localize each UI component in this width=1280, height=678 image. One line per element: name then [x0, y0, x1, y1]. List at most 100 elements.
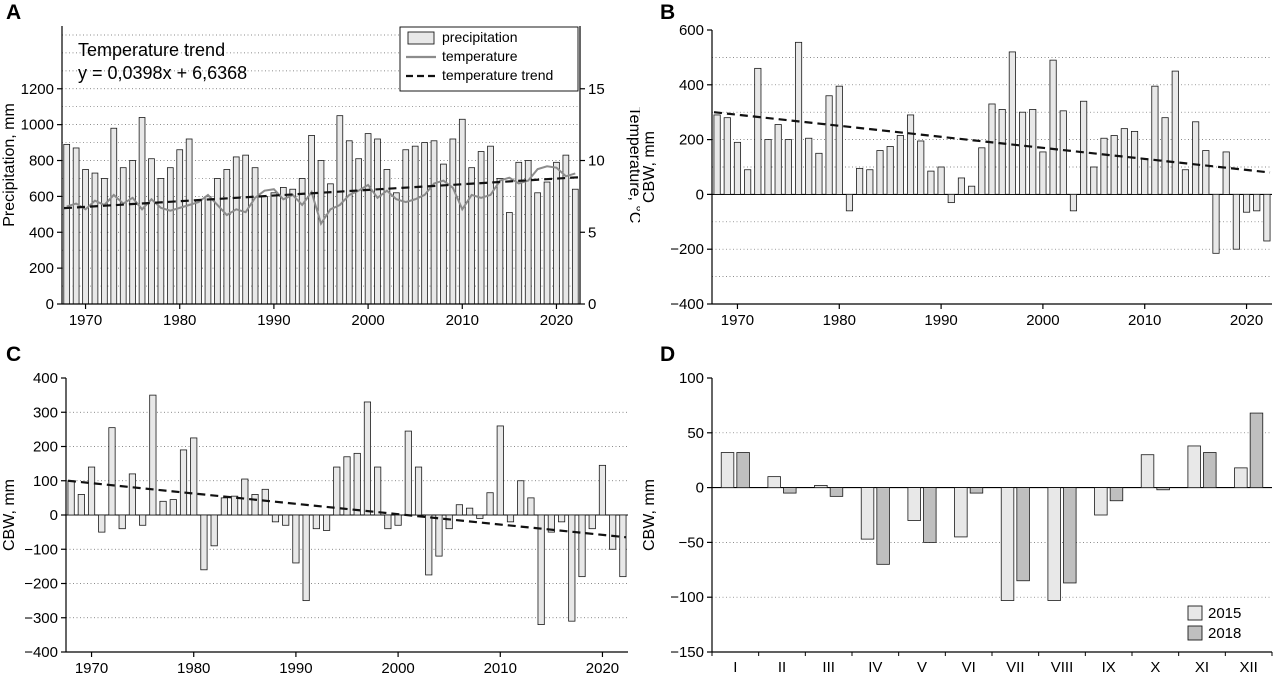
y-axis-label: CBW, mm — [1, 479, 18, 551]
x-category-label: IX — [1102, 659, 1116, 676]
bar — [937, 166, 945, 195]
bar — [1232, 193, 1240, 250]
bar — [866, 169, 874, 195]
y2-axis-label: Temperature, °C — [626, 107, 640, 224]
bar — [292, 514, 300, 564]
bar — [558, 514, 566, 523]
bar — [322, 514, 331, 531]
temperature-line — [66, 165, 576, 226]
bar — [578, 514, 586, 578]
y-tick-label: 100 — [679, 370, 704, 387]
bar — [119, 167, 127, 305]
bar — [906, 114, 915, 195]
y-tick-label: 50 — [687, 425, 704, 442]
bar — [393, 192, 400, 305]
panel-label: A — [6, 1, 21, 24]
bar — [805, 137, 813, 195]
bar — [455, 504, 463, 516]
legend-label: 2015 — [1208, 605, 1241, 622]
bar — [317, 160, 325, 305]
bar — [1029, 109, 1037, 195]
bar — [425, 514, 433, 576]
bar — [1069, 193, 1078, 212]
bar — [733, 141, 742, 195]
bar — [220, 497, 228, 516]
bar — [404, 430, 412, 516]
bar-2015 — [1234, 467, 1248, 489]
y-tick-label: −100 — [670, 589, 704, 606]
bar — [598, 464, 607, 516]
bar — [1253, 193, 1261, 212]
bar — [63, 143, 71, 305]
bar — [430, 140, 438, 305]
bar-2015 — [1140, 454, 1155, 489]
bar — [364, 133, 372, 305]
x-tick-label: 2020 — [1230, 312, 1263, 329]
y-tick-label: 400 — [679, 77, 704, 94]
bar — [333, 466, 341, 516]
bar — [957, 177, 966, 195]
bars-2018 — [736, 412, 1264, 584]
x-category-label: V — [917, 659, 927, 676]
bar — [87, 466, 96, 516]
bar — [384, 514, 392, 530]
bar-2015 — [814, 485, 828, 489]
bar — [825, 95, 833, 195]
bar — [139, 514, 147, 526]
bar-2018 — [1109, 487, 1124, 502]
bar — [534, 192, 541, 305]
bar-2015 — [720, 452, 735, 488]
bar — [1141, 158, 1149, 195]
x-category-label: VIII — [1051, 659, 1074, 676]
bar-2018 — [1156, 487, 1170, 491]
y-axis-label: CBW, mm — [641, 131, 658, 203]
x-tick-label: 2010 — [446, 312, 479, 329]
bar — [363, 401, 372, 516]
bar — [394, 514, 402, 526]
y-tick-label: 600 — [679, 22, 704, 39]
bar — [568, 514, 576, 622]
bar — [1263, 193, 1271, 242]
bar — [876, 150, 884, 195]
bar-2018 — [876, 487, 890, 565]
y-tick-label: 1000 — [21, 117, 54, 134]
bars — [63, 115, 579, 305]
bar — [271, 514, 280, 523]
bars — [67, 394, 627, 625]
bar — [917, 140, 925, 195]
bar — [794, 41, 803, 195]
bar — [1059, 110, 1067, 195]
bar — [468, 167, 476, 305]
y-tick-label: −200 — [670, 241, 704, 258]
bar-2015 — [1094, 487, 1108, 516]
y2-tick-label: 15 — [588, 81, 605, 98]
x-tick-label: 2020 — [586, 660, 619, 677]
bar — [343, 456, 351, 516]
trend-line — [713, 111, 1271, 174]
bar — [713, 114, 721, 195]
bar — [1212, 193, 1220, 254]
bar — [179, 449, 188, 516]
legend-precipitation-swatch — [407, 31, 435, 45]
y2-tick-label: 10 — [588, 153, 605, 170]
panel-b-cbw-annual: B −400 −200 0 200 400 600 1970 1980 1990 2000 2010 2… — [640, 0, 1280, 342]
bar-2015 — [907, 487, 921, 521]
x-tick-label: 2000 — [381, 660, 414, 677]
bar — [1080, 100, 1088, 195]
panel-d-cbw-monthly: D −150 −100 −50 0 50 100 I II III IV V VI VII VIII IX X X… — [640, 342, 1280, 678]
bar-2018 — [923, 487, 937, 543]
bar — [744, 169, 752, 195]
bar — [261, 488, 269, 516]
bar — [210, 514, 218, 547]
bar — [82, 169, 89, 305]
bar — [185, 138, 193, 305]
bar — [1110, 135, 1118, 195]
bar — [856, 167, 864, 195]
panel-b-chart: B −400 −200 0 200 400 600 1970 1980 1990 2000 2010 2… — [641, 1, 1272, 329]
x-category-label: X — [1150, 659, 1160, 676]
bar — [477, 151, 485, 305]
bar — [241, 478, 249, 516]
bar — [449, 138, 457, 305]
bar-2018 — [1016, 487, 1030, 582]
